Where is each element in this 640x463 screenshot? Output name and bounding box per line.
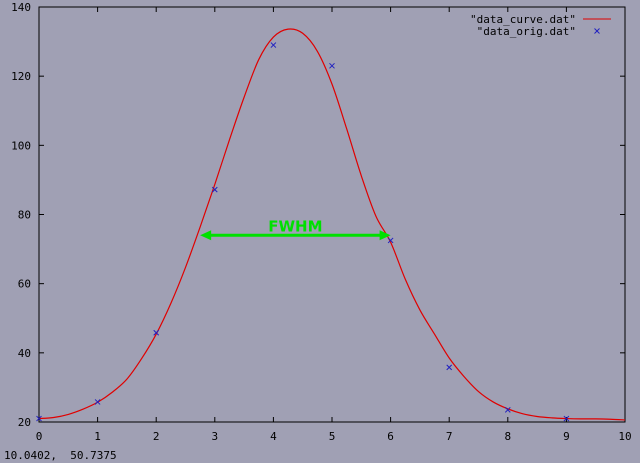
fwhm-label: FWHM — [268, 217, 322, 235]
x-tick-label: 2 — [153, 430, 160, 443]
data-point-orig-4 — [270, 42, 277, 48]
x-tick-label: 6 — [387, 430, 394, 443]
y-tick-labels: 20 40 60 80 100 120 140 — [11, 1, 31, 429]
data-point-orig-1 — [94, 399, 101, 405]
y-tick-label: 100 — [11, 139, 31, 152]
axis-ticks — [38, 6, 626, 423]
x-tick-label: 3 — [211, 430, 218, 443]
data-point-orig-2 — [153, 329, 160, 336]
data-point-orig-0 — [36, 415, 42, 422]
y-tick-label: 80 — [18, 209, 31, 222]
x-tick-label: 5 — [329, 430, 336, 443]
x-tick-label: 1 — [94, 430, 101, 443]
legend-swatch-points — [594, 28, 600, 34]
cursor-coordinate-readout: 10.0402, 50.7375 — [4, 449, 117, 462]
annotation-layer: FWHM — [200, 217, 391, 241]
x-tick-label: 8 — [504, 430, 511, 443]
x-tick-label: 0 — [36, 430, 43, 443]
fwhm-arrow — [200, 230, 391, 241]
data-point-orig-3 — [211, 186, 218, 193]
legend: "data_curve.dat" "data_orig.dat" — [470, 13, 611, 38]
x-tick-label: 4 — [270, 430, 277, 443]
x-tick-label: 7 — [446, 430, 453, 443]
data-point-orig-9 — [563, 415, 570, 422]
data-point-orig-7 — [446, 364, 453, 371]
legend-point-marker — [594, 28, 600, 34]
y-tick-label: 140 — [11, 1, 31, 14]
data-point-orig-5 — [329, 62, 335, 69]
y-tick-label: 40 — [18, 347, 31, 360]
series-line-data-curve — [38, 28, 626, 421]
x-tick-label: 9 — [563, 430, 570, 443]
legend-label-curve: "data_curve.dat" — [470, 13, 576, 26]
plot-frame — [38, 6, 626, 423]
data-point-orig-6 — [387, 237, 394, 244]
series-layer — [36, 28, 626, 422]
legend-label-points: "data_orig.dat" — [477, 25, 576, 38]
y-tick-label: 120 — [11, 70, 31, 83]
x-tick-labels: 0 1 2 3 4 5 6 7 8 9 10 — [36, 430, 632, 443]
y-tick-label: 60 — [18, 278, 31, 291]
data-point-orig-8 — [504, 407, 511, 413]
x-tick-label: 10 — [618, 430, 631, 443]
y-tick-label: 20 — [18, 416, 31, 429]
